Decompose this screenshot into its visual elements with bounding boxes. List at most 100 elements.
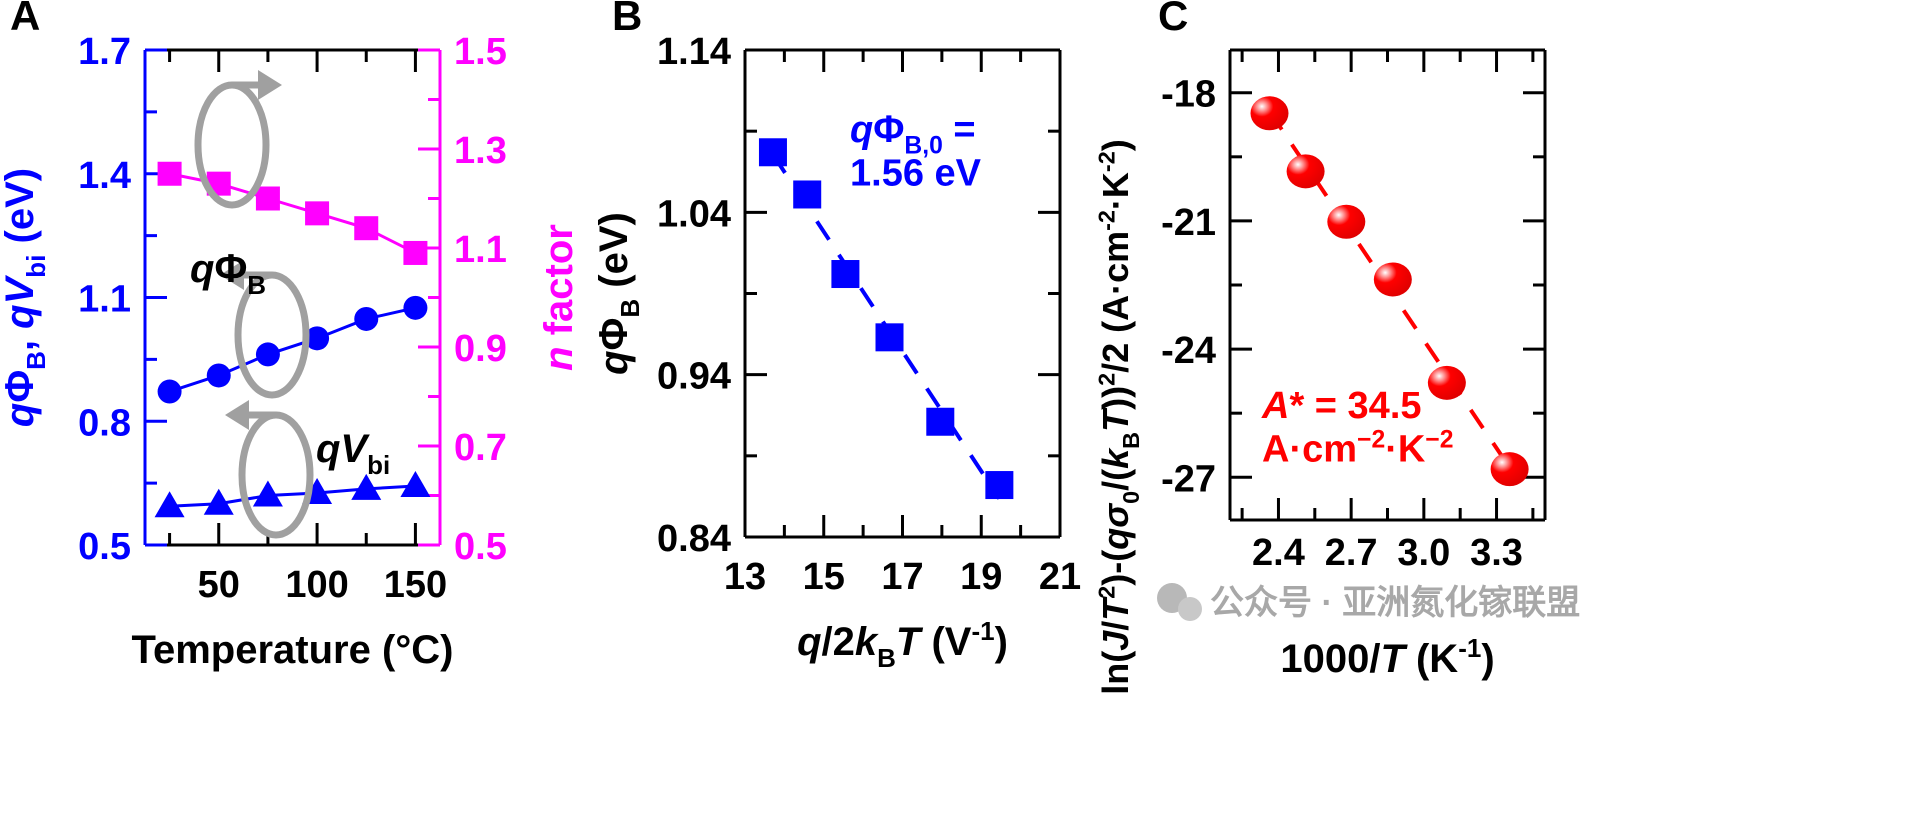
y-axis-label-right-part: factor (537, 224, 581, 346)
y-axis-label-left-part: 2 (1093, 586, 1119, 599)
annotation-richardson-constant: A* = 34.5 A·cm−2·K−2 (1261, 385, 1453, 471)
panel-label: C (1158, 0, 1188, 39)
y-tick-label-left: 1.4 (78, 155, 131, 197)
data-point-triangle (351, 473, 382, 500)
data-point-triangle (203, 488, 234, 515)
annotation-barrier-height-part: Φ (873, 109, 904, 151)
y-tick-label-right: 0.5 (454, 526, 507, 568)
y-axis-label-left-part: q (0, 403, 42, 427)
y-tick-label-right: 0.7 (454, 427, 507, 469)
x-axis-label-part: ) (1481, 637, 1494, 681)
y-axis-label-left-part: /2 (A·cm (1095, 231, 1136, 373)
annotation-richardson-constant-part: A (1261, 385, 1289, 427)
annotation-qvbi-part: bi (367, 450, 390, 480)
x-tick-label: 2.7 (1325, 532, 1378, 574)
data-point-sphere (1427, 365, 1466, 400)
data-point-sphere (1490, 452, 1529, 487)
y-axis-label-left-part: T (1095, 407, 1136, 432)
x-axis-label-part: q (797, 620, 821, 664)
data-point-square (926, 407, 955, 436)
y-tick-label-right: 1.3 (454, 130, 507, 172)
x-axis-label-part: k (855, 620, 879, 664)
x-axis-label-part: T (896, 620, 924, 664)
data-point-square (875, 323, 904, 352)
y-axis-label-left-part: /( (1095, 469, 1136, 491)
y-axis-label-left-part: )-( (1095, 550, 1136, 586)
x-tick-label: 3.0 (1397, 532, 1450, 574)
x-tick-label: 17 (881, 556, 923, 598)
y-axis-label-left-part: T (1095, 596, 1136, 621)
annotation-richardson-constant-part: −2 (1425, 426, 1453, 453)
annotation-qphib-part: B (247, 270, 266, 300)
data-point-circle (305, 326, 330, 351)
annotation-barrier-height-part: q (850, 109, 873, 151)
y-axis-label-left-part: (eV) (0, 168, 42, 255)
y-axis-label-left-part: ) (1095, 139, 1136, 151)
y-axis-label-left-part: qσ (1095, 502, 1136, 550)
x-axis-label-part: B (877, 643, 896, 673)
arrow-left-icon-head (225, 400, 249, 430)
y-tick-label-left: 1.1 (78, 279, 131, 321)
x-axis-label-part: -1 (1458, 633, 1481, 663)
x-axis-label-part: ) (995, 620, 1008, 664)
y-axis-label-left-part: qV (0, 274, 42, 328)
arrow-right-icon-head (258, 70, 282, 100)
y-tick-label-right: 1.1 (454, 229, 507, 271)
y-tick-label-left: 1.14 (657, 31, 731, 73)
x-axis-label: Temperature (°C) (132, 628, 454, 672)
y-tick-label-left: -18 (1161, 74, 1216, 116)
data-point-square (305, 201, 330, 226)
y-axis-label-left-part: (eV) (592, 212, 636, 299)
x-axis-label-part: T (1380, 637, 1408, 681)
y-tick-label-left: 0.94 (657, 356, 731, 398)
annotation-barrier-height-part: 1.56 eV (850, 153, 982, 195)
data-point-square (985, 471, 1014, 500)
ellipse-arrow-left-icon (238, 411, 314, 539)
data-point-square (793, 180, 822, 209)
annotation-richardson-constant-part: A·cm (1262, 429, 1357, 471)
x-tick-label: 15 (803, 556, 845, 598)
annotation-barrier-height-part: B,0 (904, 132, 942, 159)
x-axis-label: 1000/T (K-1) (1280, 633, 1494, 681)
panel-A: A 50 100 150 Temperature (°C) 0.5 0.8 1.1 1.4 1.7… (0, 0, 581, 672)
y-tick-label-left: 1.04 (657, 193, 731, 235)
y-axis-label-left-part: J (1095, 630, 1136, 651)
y-axis-label-right: n factor (537, 224, 581, 371)
data-point-circle (157, 379, 182, 404)
arrow-left-icon-head (220, 260, 244, 290)
annotation-barrier-height-part: = (943, 109, 976, 151)
y-axis-label-left-part: -2 (1093, 151, 1119, 172)
x-axis-label-part: (V (920, 620, 971, 664)
watermark: 公众号 · 亚洲氮化镓联盟 (1210, 584, 1580, 622)
y-axis-label-left-part: 2 (1093, 373, 1119, 386)
data-point-sphere (1250, 96, 1289, 131)
y-tick-label-left: 0.8 (78, 402, 131, 444)
x-tick-label: 50 (198, 564, 240, 606)
y-tick-label-left: -24 (1161, 330, 1216, 372)
y-axis-label-left-part: bi (21, 255, 51, 278)
y-axis-label-left-part: q (592, 350, 636, 374)
data-point-circle (255, 342, 280, 367)
y-axis-label-left-part: B (21, 351, 51, 370)
y-axis-label-left: qΦB (eV) (592, 212, 645, 375)
y-axis-label-left-part: B (1118, 432, 1144, 449)
data-point-square (255, 186, 280, 211)
panel-label: A (10, 0, 40, 39)
y-axis-label-left-part: ·K (1095, 172, 1136, 210)
x-axis-label-part: (K (1405, 637, 1458, 681)
data-point-square (157, 161, 182, 186)
y-tick-label-left: -27 (1161, 458, 1216, 500)
x-tick-label: 2.4 (1252, 532, 1305, 574)
data-point-triangle (400, 471, 431, 498)
y-axis-label-left: qΦB, qVbi (eV) (0, 168, 51, 427)
y-axis-label-left-part: k (1095, 447, 1136, 469)
y-axis-label-left-part: -2 (1093, 210, 1119, 231)
x-axis-label: q/2kBT (V-1) (797, 616, 1008, 673)
annotation-barrier-height: qΦB,0 = 1.56 eV (850, 109, 982, 195)
annotation-qphib-part: Φ (214, 247, 247, 291)
data-point-square (758, 138, 787, 167)
annotation-qvbi-part: qV (316, 427, 370, 471)
data-point-square (403, 240, 428, 265)
annotation-richardson-constant-part: * = 34.5 (1289, 385, 1421, 427)
